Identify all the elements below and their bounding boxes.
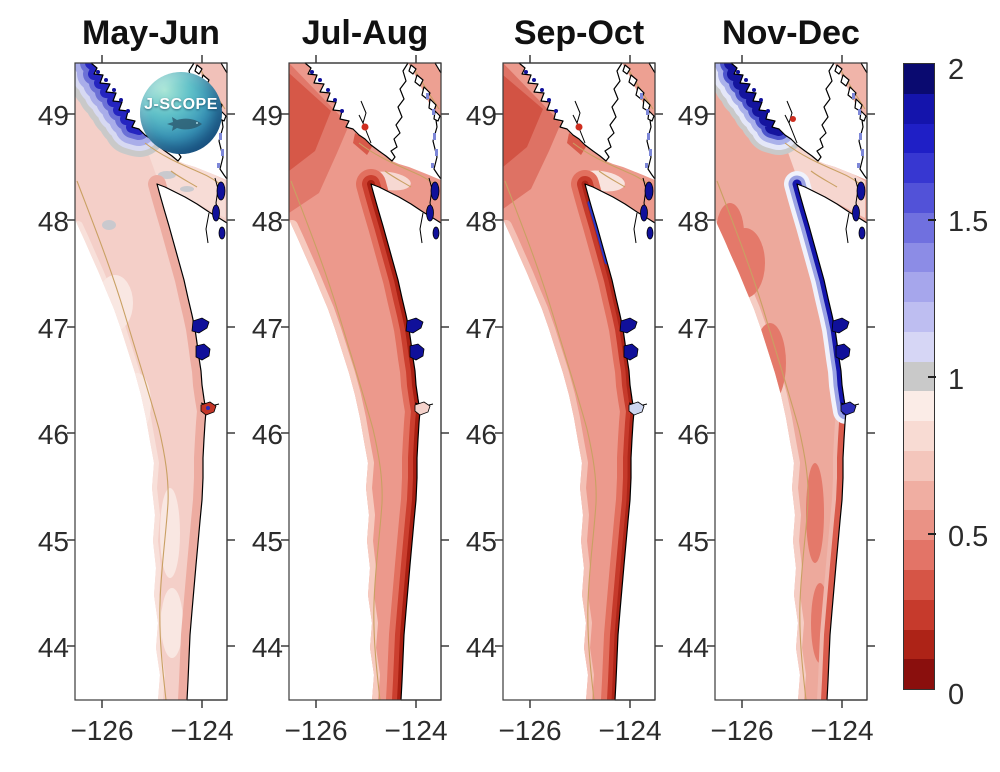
lat-tick-label: 44	[37, 632, 69, 663]
lat-tick-label: 49	[37, 100, 69, 131]
lat-tick-label: 48	[465, 206, 497, 237]
lon-tick-label: −126	[498, 715, 562, 746]
lon-tick-label: −124	[170, 715, 234, 746]
colorbar-tick-label: 1.5	[948, 206, 989, 238]
colorbar-band	[904, 450, 934, 481]
lat-tick-label: 49	[465, 100, 497, 131]
colorbar-band	[904, 93, 934, 124]
colorbar-band	[904, 391, 934, 422]
lat-tick-label: 45	[37, 526, 69, 557]
lat-tick-label: 44	[677, 632, 709, 663]
lat-tick-label: 44	[465, 632, 497, 663]
lat-tick-label: 46	[677, 419, 709, 450]
lon-tick-label: −124	[810, 715, 874, 746]
colorbar	[903, 63, 935, 690]
lat-tick-label: 48	[251, 206, 283, 237]
lat-tick-label: 46	[37, 419, 69, 450]
colorbar-tick-label: 2	[948, 54, 965, 86]
colorbar-band	[904, 599, 934, 630]
lat-tick-label: 47	[465, 313, 497, 344]
colorbar-tick-label: 1	[948, 364, 965, 396]
colorbar-tick-label: 0	[948, 679, 965, 711]
panel-title-may-jun: May-Jun	[82, 14, 220, 52]
colorbar-band	[904, 242, 934, 273]
colorbar-band	[904, 153, 934, 184]
colorbar-band	[904, 302, 934, 332]
lat-tick-label: 45	[677, 526, 709, 557]
colorbar-band	[904, 570, 934, 600]
lat-tick-label: 49	[677, 100, 709, 131]
panel-title-sep-oct: Sep-Oct	[513, 14, 645, 52]
lat-tick-label: 47	[251, 313, 283, 344]
lat-tick-label: 46	[465, 419, 497, 450]
lat-tick-label: 45	[251, 526, 283, 557]
map-panel-may-jun	[66, 54, 236, 709]
fish-icon	[167, 117, 202, 131]
lat-tick-label: 49	[251, 100, 283, 131]
lat-tick-label: 44	[251, 632, 283, 663]
lat-tick-label: 46	[251, 419, 283, 450]
lon-tick-label: −126	[284, 715, 348, 746]
colorbar-band	[904, 540, 934, 571]
colorbar-band	[904, 331, 934, 362]
map-panel-nov-dec	[706, 54, 876, 709]
colorbar-band	[904, 272, 934, 303]
lon-tick-label: −124	[598, 715, 662, 746]
lon-tick-label: −126	[710, 715, 774, 746]
panel-title-jul-aug: Jul-Aug	[301, 14, 429, 52]
lon-tick-label: −126	[70, 715, 134, 746]
colorbar-band	[904, 183, 934, 213]
colorbar-tick-mark	[928, 533, 936, 535]
colorbar-band	[904, 510, 934, 541]
colorbar-tick-mark	[928, 219, 936, 221]
colorbar-band	[904, 64, 934, 94]
lon-tick-label: −124	[384, 715, 448, 746]
jscope-logo: J-SCOPE	[140, 72, 222, 154]
colorbar-band	[904, 421, 934, 451]
colorbar-band	[904, 212, 934, 243]
colorbar-band	[904, 659, 934, 690]
colorbar-band	[904, 480, 934, 511]
jscope-logo-text: J-SCOPE	[144, 96, 218, 113]
lat-tick-label: 47	[677, 313, 709, 344]
map-panel-sep-oct	[494, 54, 664, 709]
map-panel-jul-aug	[280, 54, 450, 709]
lat-tick-label: 47	[37, 313, 69, 344]
lat-tick-label: 48	[37, 206, 69, 237]
colorbar-tick-label: 0.5	[948, 521, 989, 553]
colorbar-band	[904, 629, 934, 660]
colorbar-tick-mark	[928, 376, 936, 378]
panel-title-nov-dec: Nov-Dec	[722, 14, 860, 52]
lat-tick-label: 48	[677, 206, 709, 237]
colorbar-band	[904, 123, 934, 154]
lat-tick-label: 45	[465, 526, 497, 557]
